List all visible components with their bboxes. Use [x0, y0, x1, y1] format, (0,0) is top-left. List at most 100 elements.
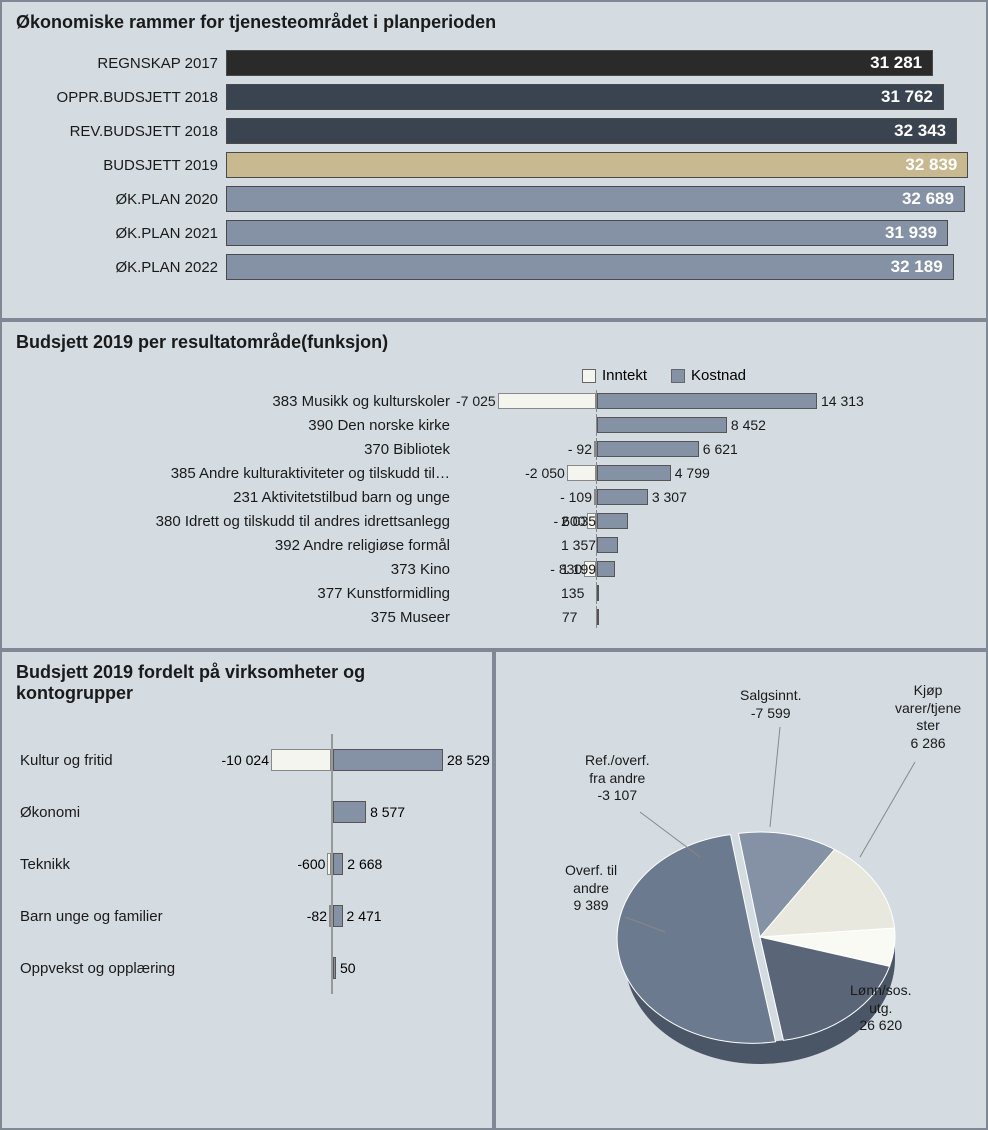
panel3-title: Budsjett 2019 fordelt på virksomheter og… — [16, 662, 478, 704]
d3-label: Teknikk — [16, 856, 221, 873]
d3-pos-fill — [333, 853, 343, 875]
dbar-row: 377 Kunstformidling 135 — [16, 582, 972, 604]
d3-label: Økonomi — [16, 804, 221, 821]
d3-pos-fill — [333, 957, 336, 979]
dbar-label: 390 Den norske kirke — [16, 417, 456, 434]
dbar-neg-fill — [567, 465, 596, 481]
hbar-fill: 32 189 — [226, 254, 954, 280]
d3-neg-value: -10 024 — [222, 752, 269, 768]
dbar-pos: 1 199 — [597, 561, 957, 577]
dbar-neg: -2 050 — [456, 465, 596, 481]
d3-pos-value: 2 471 — [347, 908, 382, 924]
dbar-label: 375 Museer — [16, 609, 456, 626]
dbar-pos: 6 621 — [597, 441, 957, 457]
dbar-pos-value: 1 357 — [561, 537, 596, 553]
legend-kostnad-label: Kostnad — [691, 367, 746, 384]
dbar-pos: 3 307 — [597, 489, 957, 505]
d3-pos-value: 50 — [340, 960, 356, 976]
hbar-row: ØK.PLAN 2020 32 689 — [16, 183, 972, 215]
hbar-label: OPPR.BUDSJETT 2018 — [16, 89, 226, 106]
dbar-pos-value: 77 — [562, 609, 578, 625]
hbar-label: REGNSKAP 2017 — [16, 55, 226, 72]
hbar-label: REV.BUDSJETT 2018 — [16, 123, 226, 140]
hbar-row: REGNSKAP 2017 31 281 — [16, 47, 972, 79]
dbar-neg: - 109 — [456, 489, 596, 505]
dbar-pos-fill — [597, 537, 618, 553]
dbar-neg-value: -2 050 — [525, 465, 565, 481]
d3-neg-value: -600 — [297, 856, 325, 872]
pie-chart: Lønn/sos.utg.26 620 Kjøpvarer/tjenester6 … — [510, 662, 972, 1102]
hbar-value: 32 343 — [894, 121, 946, 141]
dbar-label: 231 Aktivitetstilbud barn og unge — [16, 489, 456, 506]
hbar-fill: 31 281 — [226, 50, 933, 76]
dbar-pos-fill — [597, 465, 671, 481]
d3-pos-value: 2 668 — [347, 856, 382, 872]
hbar-track: 32 189 — [226, 254, 972, 280]
hbar-value: 31 939 — [885, 223, 937, 243]
d3-pos-fill — [333, 801, 366, 823]
legend: Inntekt Kostnad — [356, 367, 972, 384]
legend-inntekt: Inntekt — [582, 367, 647, 384]
d3-row: Barn unge og familier -82 2 471 — [16, 890, 493, 942]
dbar-pos-fill — [597, 585, 599, 601]
dbar-label: 373 Kino — [16, 561, 456, 578]
hbar-track: 31 939 — [226, 220, 972, 246]
d3-chart-area: Kultur og fritid -10 024 28 529 Økonomi … — [16, 734, 478, 994]
dbar-pos-value: 2 035 — [561, 513, 596, 529]
hbar-value: 31 762 — [881, 87, 933, 107]
dbar-pos-value: 8 452 — [731, 417, 766, 433]
dbar-pos-fill — [597, 561, 615, 577]
d3-pos-value: 8 577 — [370, 804, 405, 820]
d3-label: Barn unge og familier — [16, 908, 221, 925]
panel-pie: Lønn/sos.utg.26 620 Kjøpvarer/tjenester6 … — [494, 650, 988, 1130]
hbar-value: 32 689 — [902, 189, 954, 209]
dbar-pos-value: 4 799 — [675, 465, 710, 481]
dbar-pos: 4 799 — [597, 465, 957, 481]
dbar-neg-value: -7 025 — [456, 393, 496, 409]
dbar-label: 392 Andre religiøse formål — [16, 537, 456, 554]
bottom-row: Budsjett 2019 fordelt på virksomheter og… — [0, 650, 988, 1130]
panel-economic-framework: Økonomiske rammer for tjenesteområdet i … — [0, 0, 988, 320]
hbar-row: REV.BUDSJETT 2018 32 343 — [16, 115, 972, 147]
panel-virksomheter: Budsjett 2019 fordelt på virksomheter og… — [0, 650, 494, 1130]
dbar-row: 375 Museer 77 — [16, 606, 972, 628]
dbar-pos-value: 135 — [561, 585, 584, 601]
dbar-pos-fill — [597, 489, 648, 505]
d3-row: Teknikk -600 2 668 — [16, 838, 493, 890]
d3-pos: 2 668 — [333, 853, 493, 875]
panel1-title: Økonomiske rammer for tjenesteområdet i … — [16, 12, 972, 33]
hbar-track: 31 281 — [226, 50, 972, 76]
dbar-label: 370 Bibliotek — [16, 441, 456, 458]
d3-neg: -82 — [221, 905, 331, 927]
panel-result-area: Budsjett 2019 per resultatområde(funksjo… — [0, 320, 988, 650]
hbar-track: 31 762 — [226, 84, 972, 110]
pie-label: Lønn/sos.utg.26 620 — [850, 982, 911, 1035]
d3-label: Kultur og fritid — [16, 752, 221, 769]
dbar-row: 380 Idrett og tilskudd til andres idrett… — [16, 510, 972, 532]
dbar-row: 370 Bibliotek - 92 6 621 — [16, 438, 972, 460]
dbar-row: 383 Musikk og kulturskoler -7 025 14 313 — [16, 390, 972, 412]
legend-inntekt-label: Inntekt — [602, 367, 647, 384]
dbar-pos-value: 14 313 — [821, 393, 864, 409]
dbar-pos: 1 357 — [597, 537, 957, 553]
dbar-row: 231 Aktivitetstilbud barn og unge - 109 … — [16, 486, 972, 508]
d3-neg-fill — [271, 749, 331, 771]
d3-label: Oppvekst og opplæring — [16, 960, 221, 977]
hbar-track: 32 689 — [226, 186, 972, 212]
hbar-label: ØK.PLAN 2022 — [16, 259, 226, 276]
dbar-neg-value: - 92 — [568, 441, 592, 457]
dbar-pos-value: 6 621 — [703, 441, 738, 457]
swatch-kostnad — [671, 369, 685, 383]
d3-neg: -600 — [221, 853, 331, 875]
dbar-pos: 135 — [597, 585, 957, 601]
diverging-chart: 383 Musikk og kulturskoler -7 025 14 313… — [16, 390, 972, 628]
dbar-pos: 8 452 — [597, 417, 957, 433]
dbar-label: 385 Andre kulturaktiviteter og tilskudd … — [16, 465, 456, 482]
dbar-row: 373 Kino - 830 1 199 — [16, 558, 972, 580]
pie-label: Salgsinnt.-7 599 — [740, 687, 801, 722]
pie-label: Kjøpvarer/tjenester6 286 — [895, 682, 961, 752]
dbar-pos-fill — [597, 513, 628, 529]
dbar-pos-fill — [597, 441, 699, 457]
hbar-track: 32 343 — [226, 118, 972, 144]
dbar-label: 380 Idrett og tilskudd til andres idrett… — [16, 513, 456, 530]
